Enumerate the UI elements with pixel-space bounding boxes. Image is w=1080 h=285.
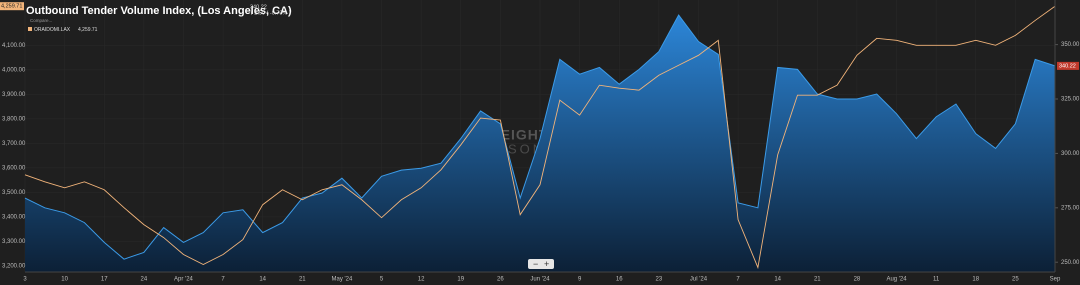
header-change: ↓ 2.50 ( -0.73% ) — [250, 10, 291, 16]
last-value-box — [0, 2, 24, 11]
y2-tick-label: 275.00 — [1061, 205, 1080, 211]
area-line — [24, 14, 1056, 260]
x-tick-label: 26 — [497, 277, 504, 283]
x-tick-label: 9 — [578, 277, 582, 283]
legend-value: 4,259.71 — [78, 27, 98, 33]
x-tick-label: 11 — [933, 277, 940, 283]
x-tick-label: 28 — [854, 277, 861, 283]
x-tick-label: Jun '24 — [530, 277, 550, 283]
plot — [24, 5, 1056, 272]
y2-tick-label: 250.00 — [1061, 260, 1080, 266]
y-tick-label: 3,700.00 — [2, 141, 26, 147]
x-tick-label: 25 — [1012, 277, 1019, 283]
x-tick-label: 21 — [299, 277, 306, 283]
x-tick-label: 7 — [221, 277, 225, 283]
zoom-bar — [528, 259, 554, 269]
x-tick-label: Jul '24 — [690, 277, 708, 283]
y2-tick-label: 325.00 — [1061, 97, 1080, 103]
y-tick-label: 3,200.00 — [2, 263, 26, 269]
last-value-box — [1057, 61, 1079, 70]
x-tick-label: 18 — [972, 277, 979, 283]
x-tick-label: 24 — [141, 277, 148, 283]
x-tick-label: 14 — [774, 277, 781, 283]
x-tick-label: 10 — [61, 277, 68, 283]
y-tick-label: 4,100.00 — [2, 43, 26, 49]
x-tick-label: 14 — [259, 277, 266, 283]
x-tick-label: Aug '24 — [886, 277, 907, 283]
zoom-in[interactable]: + — [544, 259, 549, 269]
x-tick-label: 21 — [814, 277, 821, 283]
x-tick-label: Apr '24 — [174, 277, 193, 283]
legend-label[interactable]: ORAIDOMI.LAX — [34, 27, 71, 33]
last-value-label: 4,259.71 — [1, 4, 22, 10]
header-value: 340.22 — [250, 4, 267, 10]
x-tick-label: 7 — [736, 277, 740, 283]
y-tick-label: 3,600.00 — [2, 165, 26, 171]
x-tick-label: 12 — [418, 277, 425, 283]
y-tick-label: 3,900.00 — [2, 92, 26, 98]
zoom-out[interactable]: − — [533, 259, 538, 269]
y-tick-label: 3,400.00 — [2, 214, 26, 220]
x-tick-label: 23 — [656, 277, 663, 283]
line — [24, 5, 1056, 270]
y-tick-label: 3,800.00 — [2, 116, 26, 122]
x-tick-label: 16 — [616, 277, 623, 283]
legend-swatch — [28, 27, 32, 31]
x-tick-label: 5 — [380, 277, 384, 283]
compare-label[interactable]: Compare... — [30, 18, 52, 23]
y2-tick-label: 300.00 — [1061, 151, 1080, 157]
last-value-label: 340.22 — [1059, 63, 1076, 69]
x-tick-label: 17 — [101, 277, 108, 283]
x-tick-label: May '24 — [332, 277, 353, 283]
y-tick-label: 3,500.00 — [2, 190, 26, 196]
x-tick-label: Sep — [1050, 277, 1061, 283]
y-tick-label: 4,000.00 — [2, 67, 26, 73]
y2-tick-label: 350.00 — [1061, 42, 1080, 48]
chart-title: Outbound Tender Volume Index, (Los Angel… — [26, 5, 292, 17]
x-tick-label: 19 — [457, 277, 464, 283]
area — [25, 15, 1055, 272]
y-tick-label: 3,300.00 — [2, 239, 26, 245]
x-tick-label: 3 — [23, 277, 27, 283]
